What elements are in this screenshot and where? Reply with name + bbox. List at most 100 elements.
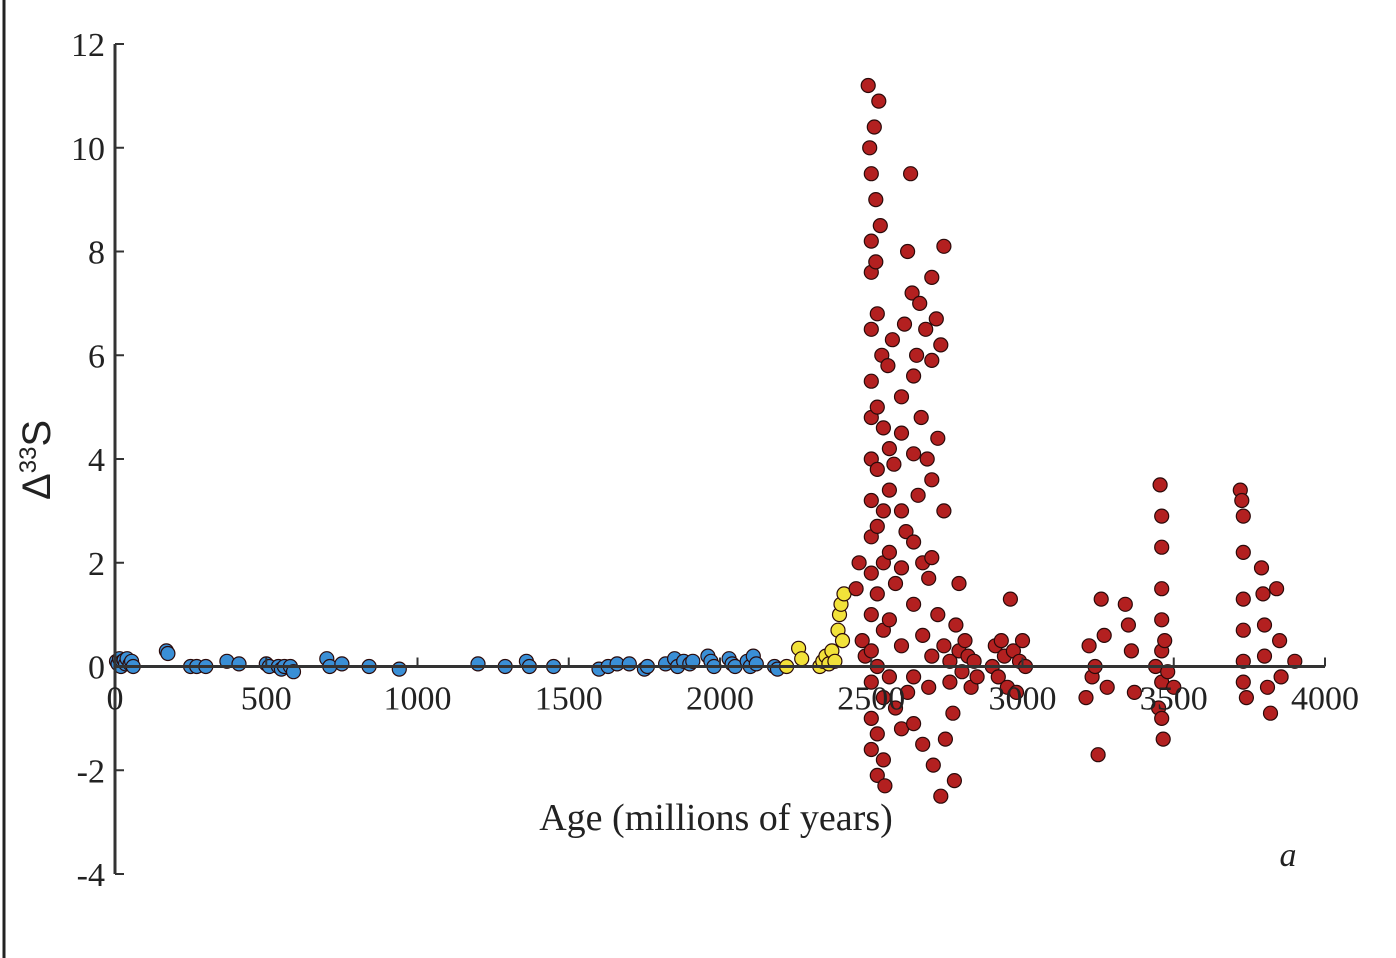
red-point-63 [904, 285, 920, 301]
red-point-108 [969, 669, 985, 685]
red-point-154 [1235, 674, 1251, 690]
red-point-39 [875, 689, 892, 706]
red-point-13 [863, 492, 879, 509]
yellow-point-11 [834, 632, 851, 649]
red-point-163 [1271, 632, 1288, 649]
red-point-149 [1235, 508, 1251, 524]
blue-point-12 [160, 645, 176, 662]
red-point-148 [1234, 492, 1250, 509]
blue-point-29 [391, 661, 407, 677]
red-point-40 [875, 752, 892, 768]
red-point-91 [933, 788, 949, 804]
red-point-53 [893, 425, 910, 441]
red-point-1 [851, 555, 867, 571]
red-point-107 [966, 653, 982, 669]
red-point-96 [942, 653, 958, 669]
red-point-84 [924, 549, 940, 566]
y-axis-title: Δ33S [15, 420, 59, 500]
red-point-81 [924, 269, 940, 285]
red-point-162 [1268, 581, 1285, 597]
red-point-10 [863, 373, 879, 389]
blue-point-46 [685, 653, 701, 669]
x-tick-label-7: 3500 [1140, 681, 1208, 718]
red-point-112 [993, 632, 1009, 649]
red-point-4 [860, 77, 876, 94]
red-point-21 [866, 119, 882, 135]
red-point-17 [863, 643, 879, 659]
red-point-135 [1152, 477, 1168, 493]
y-axis-title-symbol: S [15, 420, 59, 447]
red-point-122 [1081, 638, 1097, 654]
red-point-164 [1273, 669, 1289, 685]
yellow-point-2 [794, 651, 810, 667]
x-tick-label-4: 2000 [686, 681, 754, 718]
red-point-131 [1123, 643, 1140, 659]
red-point-9 [863, 321, 879, 337]
x-tick-label-3: 1500 [535, 681, 603, 718]
y-tick-label-5: 6 [88, 338, 105, 375]
red-point-161 [1262, 705, 1279, 721]
red-point-18 [863, 674, 879, 690]
red-point-125 [1090, 747, 1106, 763]
red-point-138 [1154, 581, 1170, 597]
red-point-72 [912, 295, 928, 311]
red-point-142 [1154, 710, 1170, 727]
red-point-41 [877, 778, 893, 794]
y-tick-label-6: 8 [88, 235, 105, 272]
red-point-16 [863, 606, 879, 623]
x-tick-label-1: 500 [241, 681, 292, 718]
red-point-46 [881, 612, 898, 628]
red-point-144 [1157, 632, 1173, 649]
y-tick-label-8: 12 [71, 27, 105, 64]
red-point-30 [869, 726, 885, 742]
red-point-150 [1235, 544, 1251, 561]
x-tick-label-0: 0 [107, 681, 124, 718]
red-point-85 [924, 648, 940, 664]
red-point-28 [869, 586, 885, 602]
red-point-93 [936, 503, 952, 519]
blue-point-38 [621, 656, 637, 672]
red-point-60 [899, 243, 916, 260]
red-point-44 [881, 482, 898, 498]
red-point-52 [893, 389, 910, 405]
red-point-126 [1093, 591, 1109, 607]
red-point-78 [919, 451, 935, 467]
red-point-70 [908, 347, 925, 363]
blue-point-17 [231, 656, 247, 672]
red-point-155 [1238, 689, 1255, 706]
red-point-50 [887, 575, 904, 592]
y-tick-label-3: 2 [88, 546, 105, 583]
y-axis-title-delta: Δ [15, 473, 59, 500]
red-point-121 [1078, 689, 1094, 706]
red-point-90 [933, 337, 949, 353]
red-point-61 [899, 684, 916, 701]
red-point-25 [869, 399, 885, 415]
red-point-87 [928, 311, 944, 327]
red-point-47 [881, 669, 898, 685]
y-tick-label-0: -4 [77, 857, 105, 894]
x-axis-title: Age (millions of years) [539, 797, 893, 839]
red-point-119 [1014, 632, 1031, 649]
red-point-35 [875, 420, 892, 436]
red-point-67 [905, 596, 922, 612]
red-point-69 [905, 715, 922, 732]
y-tick-label-7: 10 [71, 131, 105, 168]
red-point-62 [902, 166, 919, 182]
data-points [108, 77, 1303, 804]
red-point-65 [905, 446, 922, 462]
red-point-54 [893, 503, 910, 519]
red-point-58 [896, 316, 913, 332]
red-point-132 [1126, 684, 1143, 701]
red-point-42 [880, 358, 896, 374]
red-point-24 [869, 306, 885, 322]
red-point-89 [930, 606, 946, 623]
red-point-130 [1120, 617, 1137, 633]
red-point-26 [869, 461, 885, 477]
red-point-92 [936, 238, 952, 254]
red-point-156 [1253, 560, 1270, 576]
red-point-66 [905, 534, 922, 550]
red-point-55 [893, 560, 910, 576]
red-point-111 [990, 669, 1006, 685]
